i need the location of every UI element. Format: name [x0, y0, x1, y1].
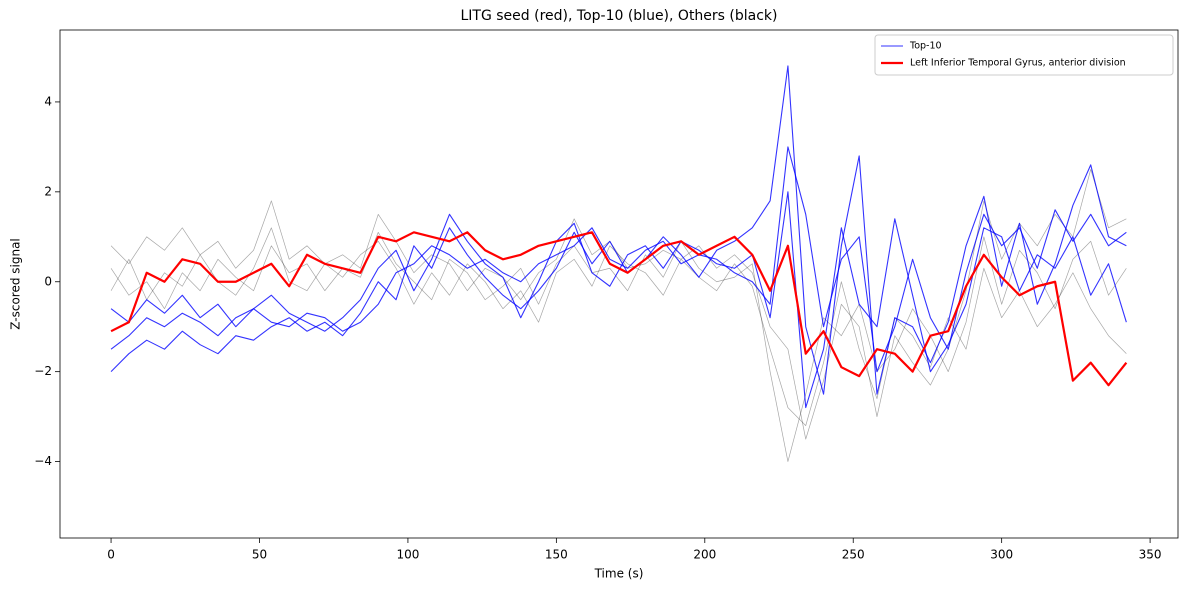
legend-label: Top-10: [909, 41, 942, 52]
plot-frame: [59, 29, 1179, 539]
legend-label: Left Inferior Temporal Gyrus, anterior d…: [910, 58, 1126, 69]
y-tick-label: −4: [34, 454, 52, 468]
x-tick-label: 250: [842, 548, 865, 562]
series-line: [110, 169, 1127, 440]
y-tick-label: −2: [34, 364, 52, 378]
series-line: [110, 231, 1128, 387]
series-line: [110, 146, 1127, 373]
x-tick-label: 150: [545, 548, 568, 562]
y-tick-label: 4: [44, 94, 52, 108]
x-tick-label: 200: [693, 548, 716, 562]
x-tick-label: 350: [1139, 548, 1162, 562]
legend-box: [874, 34, 1174, 76]
series-line: [110, 231, 1127, 462]
x-tick-label: 0: [107, 548, 115, 562]
series-line: [110, 191, 1127, 409]
y-axis-label: Z-scored signal: [9, 238, 23, 330]
y-tick-label: 2: [44, 184, 52, 198]
x-tick-label: 100: [396, 548, 419, 562]
series-line: [110, 227, 1127, 426]
x-tick-label: 300: [990, 548, 1013, 562]
chart-title: LITG seed (red), Top-10 (blue), Others (…: [460, 8, 777, 24]
series-line: [110, 65, 1127, 395]
y-tick-label: 0: [44, 274, 52, 288]
x-axis-label: Time (s): [594, 567, 644, 581]
legend: Top-10 Left Inferior Temporal Gyrus, ante…: [874, 34, 1174, 76]
x-tick-label: 50: [252, 548, 267, 562]
